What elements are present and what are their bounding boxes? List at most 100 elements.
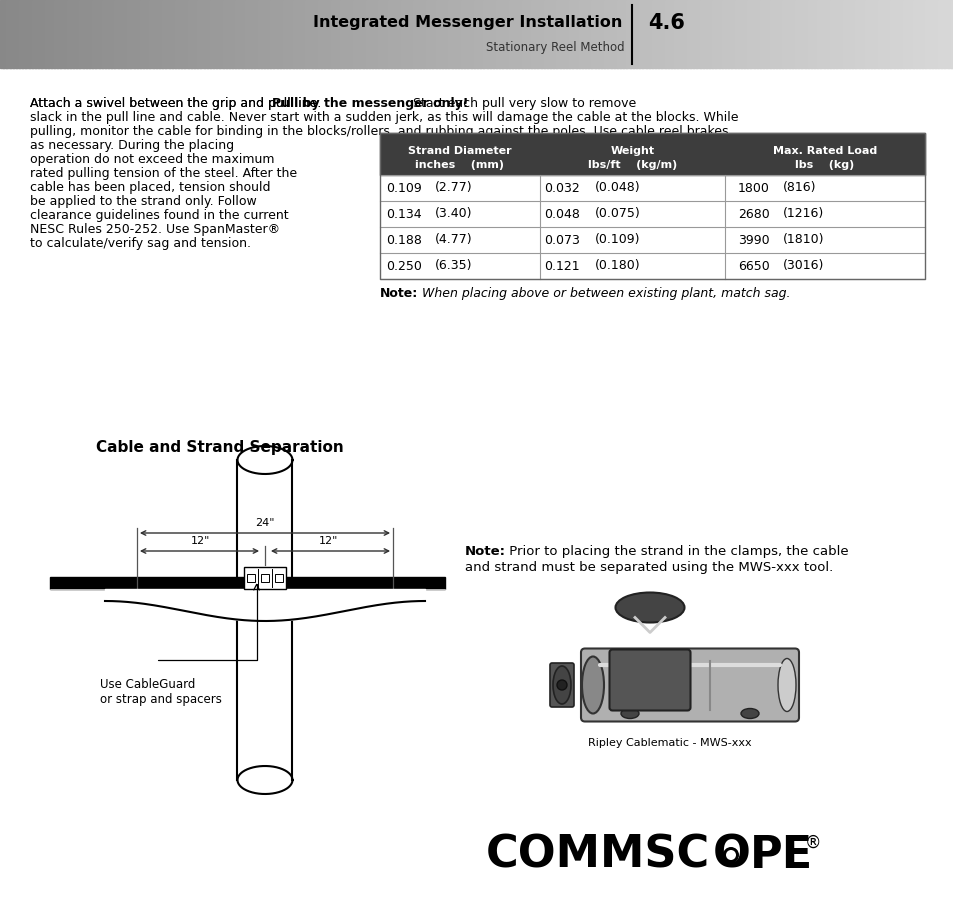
Bar — [397, 0, 401, 68]
Bar — [626, 0, 630, 68]
Bar — [331, 0, 335, 68]
Bar — [772, 0, 776, 68]
Text: O: O — [712, 833, 750, 877]
Text: clearance guidelines found in the current: clearance guidelines found in the curren… — [30, 209, 289, 222]
Bar — [750, 0, 754, 68]
Bar — [762, 0, 766, 68]
Bar — [394, 0, 398, 68]
Bar — [743, 0, 747, 68]
Bar — [3, 0, 8, 68]
Bar — [851, 0, 856, 68]
Bar — [693, 0, 697, 68]
Bar — [235, 0, 239, 68]
Bar — [731, 0, 735, 68]
Bar — [388, 0, 392, 68]
Bar — [114, 0, 118, 68]
Text: (4.77): (4.77) — [435, 234, 472, 246]
Text: 0.073: 0.073 — [543, 234, 579, 246]
Bar — [432, 0, 436, 68]
Text: cable has been placed, tension should: cable has been placed, tension should — [30, 181, 271, 194]
Bar — [159, 0, 163, 68]
Bar — [670, 0, 675, 68]
Bar — [324, 0, 328, 68]
Bar — [460, 0, 465, 68]
Text: 24": 24" — [255, 518, 274, 528]
Bar — [362, 0, 366, 68]
Bar — [679, 0, 684, 68]
Bar — [172, 0, 175, 68]
Bar — [162, 0, 166, 68]
Bar — [674, 0, 678, 68]
Bar — [886, 0, 890, 68]
Text: Use CableGuard
or strap and spacers: Use CableGuard or strap and spacers — [100, 678, 222, 706]
Bar — [600, 0, 604, 68]
Bar — [369, 0, 373, 68]
Bar — [95, 0, 99, 68]
Bar — [496, 0, 499, 68]
Bar — [254, 0, 258, 68]
Bar — [788, 0, 792, 68]
Bar — [12, 0, 17, 68]
Bar — [899, 0, 903, 68]
Bar — [603, 0, 608, 68]
Text: Strand Diameter: Strand Diameter — [408, 146, 511, 156]
Bar — [686, 0, 690, 68]
Bar — [98, 0, 103, 68]
Bar — [391, 0, 395, 68]
Bar — [721, 0, 725, 68]
Bar — [232, 0, 236, 68]
Bar — [226, 0, 230, 68]
Bar — [822, 0, 827, 68]
Text: (1216): (1216) — [782, 208, 823, 220]
Text: 4.6: 4.6 — [647, 13, 684, 33]
Bar — [905, 0, 909, 68]
Bar — [845, 0, 849, 68]
Text: Prior to placing the strand in the clamps, the cable: Prior to placing the strand in the clamp… — [504, 545, 848, 558]
Bar — [340, 0, 344, 68]
Bar — [416, 0, 420, 68]
Bar — [636, 0, 639, 68]
Bar — [550, 0, 554, 68]
Text: to calculate/verify sag and tension.: to calculate/verify sag and tension. — [30, 237, 251, 250]
Circle shape — [722, 847, 739, 863]
Bar — [543, 0, 547, 68]
Bar — [244, 567, 286, 589]
Bar — [826, 0, 830, 68]
FancyBboxPatch shape — [609, 649, 690, 710]
FancyBboxPatch shape — [550, 663, 574, 707]
Bar — [677, 0, 680, 68]
Bar — [502, 0, 506, 68]
Bar — [26, 0, 30, 68]
Bar — [512, 0, 516, 68]
Bar — [689, 0, 694, 68]
Text: ®: ® — [804, 834, 821, 852]
Bar — [562, 0, 566, 68]
Bar — [105, 0, 109, 68]
Bar — [270, 0, 274, 68]
Bar — [451, 0, 456, 68]
Bar — [365, 0, 370, 68]
Bar — [375, 0, 379, 68]
Text: Attach a swivel between the grip and pull line.: Attach a swivel between the grip and pul… — [30, 97, 325, 110]
Bar — [765, 0, 770, 68]
Bar — [247, 574, 254, 582]
Bar — [696, 0, 700, 68]
Bar — [197, 0, 201, 68]
Bar — [813, 0, 818, 68]
Bar — [946, 0, 951, 68]
Bar — [708, 0, 713, 68]
Bar — [267, 0, 271, 68]
Bar — [588, 0, 592, 68]
Bar — [760, 0, 763, 68]
Bar — [864, 0, 868, 68]
Bar — [565, 0, 570, 68]
Bar — [867, 0, 871, 68]
Bar — [50, 577, 444, 589]
Bar — [629, 0, 633, 68]
Bar — [436, 0, 439, 68]
Bar — [289, 0, 294, 68]
Bar — [683, 0, 687, 68]
Bar — [131, 0, 134, 68]
Bar — [216, 0, 220, 68]
Text: (0.048): (0.048) — [595, 182, 640, 194]
